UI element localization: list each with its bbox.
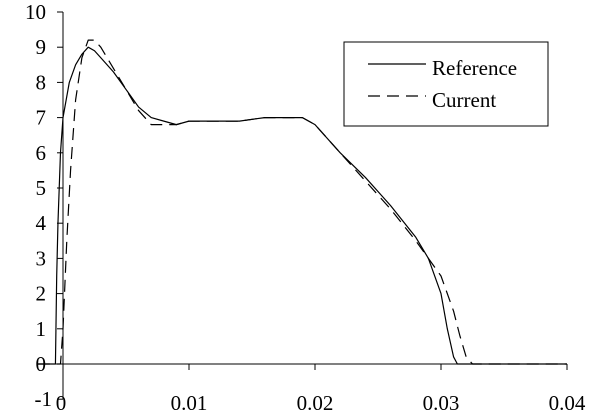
x-tick-label: 0.02 [297, 391, 334, 415]
y-tick-label: 5 [36, 176, 47, 200]
y-tick-label: 4 [36, 211, 47, 235]
x-tick-label: 0.04 [549, 391, 586, 415]
legend-label-reference: Reference [432, 56, 517, 80]
x-tick-label: 0 [56, 391, 67, 415]
series-layer [37, 39, 567, 365]
y-tick-label: -1 [35, 387, 53, 411]
y-tick-label: 8 [36, 70, 47, 94]
y-tick-label: 6 [36, 141, 47, 165]
x-tick-label: 0.03 [423, 391, 460, 415]
y-tick-label: 1 [36, 317, 47, 341]
y-tick-label: 7 [36, 106, 47, 130]
y-tick-label: 10 [25, 0, 46, 24]
x-tick-label: 0.01 [171, 391, 208, 415]
y-tick-label: 9 [36, 35, 47, 59]
legend-label-current: Current [432, 88, 496, 112]
legend-box [343, 41, 549, 127]
legend: Reference Current [343, 41, 549, 127]
series-line-current [37, 39, 567, 365]
y-tick-label: 2 [36, 282, 47, 306]
y-tick-label: 3 [36, 246, 47, 270]
